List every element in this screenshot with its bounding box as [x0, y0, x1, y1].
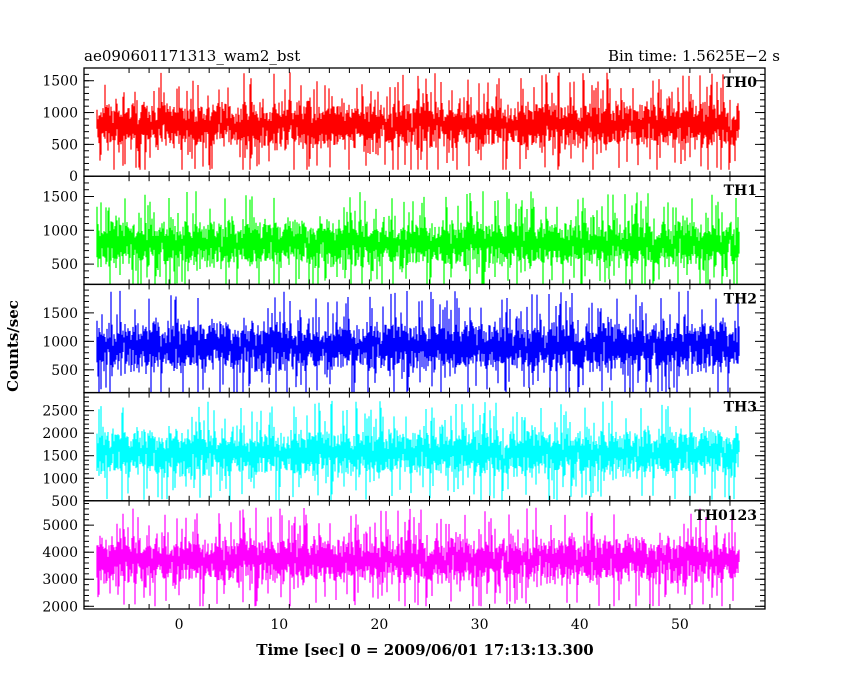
y-tick-label: 2500: [42, 404, 78, 420]
y-tick-label: 500: [51, 494, 78, 510]
series-label-th0: TH0: [724, 75, 758, 91]
x-tick-label: 30: [471, 617, 489, 633]
panel-th0123: 2000 3000 4000 5000 TH0123: [42, 500, 766, 615]
y-tick-label: 1000: [42, 471, 78, 487]
panel-frame: [83, 500, 766, 610]
panel-th3: 500 1000 1500 2000 2500 TH3: [42, 391, 766, 510]
series-label-th2: TH2: [724, 291, 757, 307]
panel-th2: 500 1000 1500 TH2: [42, 283, 766, 394]
y-tick-label: 1000: [42, 334, 78, 350]
series-line-th3: [96, 400, 740, 501]
y-tick-label: 1000: [42, 106, 78, 122]
series-label-th0123: TH0123: [694, 508, 757, 524]
y-tick-label: 500: [51, 257, 78, 273]
y-tick-label: 2000: [42, 426, 78, 442]
y-tick-label: 2000: [42, 599, 78, 615]
series-line-th0: [96, 72, 740, 170]
chart-title: ae090601171313_wam2_bst: [84, 47, 300, 65]
y-tick-label: 3000: [42, 572, 78, 588]
x-tick-label: 40: [571, 617, 589, 633]
y-tick-label: 1500: [42, 306, 78, 322]
panel-th0: 0 500 1000 1500 TH0: [42, 67, 766, 185]
bin-time-label: Bin time: 1.5625E−2 s: [608, 47, 780, 65]
panels-group: 0 500 1000 1500 TH0 500 1000 1500 TH1 500 1000 1500…: [42, 67, 766, 615]
series-line-th1: [96, 191, 740, 285]
y-tick-label: 5000: [42, 518, 78, 534]
y-tick-label: 1000: [42, 223, 78, 239]
series-label-th3: TH3: [724, 400, 757, 416]
y-tick-label: 1500: [42, 189, 78, 205]
y-axis-label: Counts/sec: [4, 300, 22, 392]
panel-th1: 500 1000 1500 TH1: [42, 175, 766, 286]
x-tick-label: 20: [371, 617, 389, 633]
series-line-th0123: [96, 507, 740, 607]
x-tick-label: 50: [671, 617, 689, 633]
x-axis: 0 10 20 30 40 50: [175, 617, 689, 633]
y-tick-label: 500: [51, 137, 78, 153]
y-tick-label: 500: [51, 363, 78, 379]
series-line-th2: [96, 290, 740, 393]
series-label-th1: TH1: [724, 183, 757, 199]
y-tick-label: 0: [69, 169, 78, 185]
y-tick-label: 1500: [42, 74, 78, 90]
x-tick-label: 10: [270, 617, 288, 633]
y-tick-label: 4000: [42, 545, 78, 561]
x-tick-label: 0: [175, 617, 184, 633]
y-tick-label: 1500: [42, 449, 78, 465]
x-axis-label: Time [sec] 0 = 2009/06/01 17:13:13.300: [256, 641, 593, 659]
